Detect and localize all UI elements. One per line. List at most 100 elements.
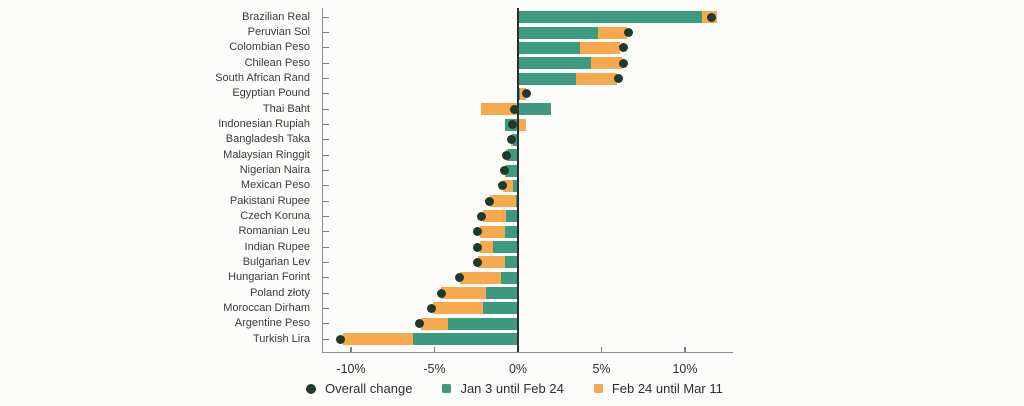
- x-axis-tick: [600, 346, 603, 352]
- bar-segment-period1: [518, 11, 702, 24]
- category-label: South African Rand: [215, 72, 310, 85]
- y-axis-tick: [322, 93, 329, 95]
- category-label: Bulgarian Lev: [242, 255, 310, 268]
- overall-change-dot: [485, 196, 495, 206]
- bar-segment-period2: [342, 333, 413, 346]
- category-label: Moroccan Dirham: [223, 301, 310, 314]
- overall-change-dot: [506, 135, 516, 145]
- y-axis-tick: [322, 200, 329, 202]
- period2-square-marker: [593, 384, 603, 393]
- overall-change-dot: [510, 104, 520, 114]
- overall-change-dot: [500, 166, 510, 175]
- y-axis-tick: [322, 31, 329, 34]
- y-axis-tick: [322, 139, 329, 141]
- bar-segment-period2: [459, 271, 502, 284]
- bar-segment-period1: [501, 271, 518, 284]
- bar-segment-period1: [447, 317, 518, 330]
- bar-segment-period2: [421, 317, 448, 330]
- bar-segment-period2: [477, 256, 505, 269]
- overall-change-dot: [473, 257, 483, 267]
- y-axis-tick: [322, 16, 329, 18]
- bar-segment-period1: [482, 302, 518, 315]
- category-label: Indian Rupee: [244, 240, 310, 253]
- overall-change-dot: [473, 242, 483, 252]
- legend-item-period1: Jan 3 until Feb 24: [442, 381, 564, 396]
- overall-change-dot: [618, 58, 628, 68]
- category-label: Mexican Peso: [240, 179, 310, 192]
- bar-segment-period2: [441, 287, 487, 300]
- legend-item-overall-change: Overall change: [306, 381, 412, 396]
- bar-segment-period2: [502, 179, 513, 192]
- bar-segment-period2: [591, 57, 622, 70]
- legend: Overall change Jan 3 until Feb 24 Feb 24…: [306, 381, 723, 396]
- category-label: Nigerian Naira: [239, 164, 310, 176]
- bar-segment-period1: [486, 287, 518, 300]
- x-axis-tick: [684, 346, 686, 352]
- bar-segment-period2: [432, 302, 483, 315]
- legend-label-period2: Feb 24 until Mar 11: [611, 381, 723, 396]
- bar-segment-period1: [504, 225, 518, 238]
- x-axis-tick-label: 5%: [592, 362, 611, 376]
- bar-segment-period1: [518, 87, 520, 100]
- y-axis-tick: [322, 307, 329, 310]
- y-axis-tick: [322, 62, 329, 64]
- y-axis-tick: [322, 185, 329, 187]
- overall-change-dot: [613, 74, 623, 84]
- x-axis-spine: [321, 351, 733, 353]
- y-axis-tick: [322, 215, 329, 218]
- category-label: Pakistani Rupee: [229, 194, 310, 207]
- category-label: Romanian Leu: [238, 225, 310, 238]
- y-axis-tick: [322, 77, 329, 80]
- bar-segment-period2: [481, 103, 518, 116]
- category-label: Chilean Peso: [244, 56, 310, 69]
- overall-change-dot: [501, 150, 511, 160]
- legend-label-period1: Jan 3 until Feb 24: [460, 381, 564, 396]
- y-axis-tick: [322, 292, 329, 294]
- overall-change-dot: [436, 288, 446, 298]
- overall-change-dot: [455, 273, 465, 283]
- category-label: Poland złoty: [250, 286, 310, 299]
- bar-segment-period1: [504, 256, 518, 269]
- category-label: Czech Koruna: [240, 209, 310, 222]
- legend-label-overall-change: Overall change: [325, 381, 413, 396]
- y-axis-tick: [322, 231, 329, 233]
- bar-segment-period2: [482, 210, 507, 223]
- bar-segment-period2: [479, 225, 505, 238]
- bar-segment-period2: [518, 118, 527, 131]
- y-axis-tick: [322, 108, 329, 110]
- period1-square-marker: [442, 384, 452, 393]
- bar-segment-period2: [489, 195, 517, 208]
- bar-segment-period1: [512, 179, 518, 192]
- bar-segment-period1: [518, 72, 577, 85]
- overall-change-dot: [336, 334, 346, 344]
- x-axis-tick-label: 0%: [508, 362, 528, 376]
- legend-item-period2: Feb 24 until Mar 11: [593, 381, 723, 396]
- overall-change-dot: [498, 181, 508, 191]
- bar-segment-period1: [412, 333, 518, 346]
- y-axis-tick: [322, 246, 329, 248]
- category-label: Malaysian Ringgit: [223, 148, 310, 161]
- overall-change-dot: [426, 303, 436, 313]
- bar-segment-period1: [516, 195, 518, 208]
- x-axis-tick-label: -10%: [336, 362, 366, 376]
- overall-change-dot: [473, 227, 483, 237]
- bar-segment-period2: [598, 26, 627, 39]
- category-label: Indonesian Rupiah: [218, 118, 310, 130]
- bar-segment-period2: [579, 41, 620, 54]
- overall-change-dot: [476, 211, 486, 221]
- bar-segment-period1: [518, 103, 552, 116]
- bar-segment-period2: [576, 72, 617, 85]
- y-axis-tick: [322, 277, 329, 279]
- overall-change-dot: [623, 28, 633, 38]
- overall-change-dot: [508, 120, 518, 129]
- y-axis-tick: [322, 323, 329, 325]
- bar-segment-period1: [492, 241, 518, 254]
- bar-segment-period1: [518, 26, 599, 39]
- x-axis-tick-label: -5%: [423, 362, 446, 376]
- x-axis-tick: [433, 346, 436, 352]
- bar-segment-period1: [518, 57, 592, 70]
- category-label: Argentine Peso: [234, 317, 310, 330]
- category-label: Colombian Peso: [229, 41, 310, 54]
- overall-change-dot: [707, 12, 717, 22]
